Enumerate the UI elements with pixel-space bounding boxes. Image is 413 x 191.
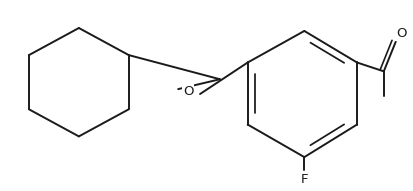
Text: O: O — [183, 85, 193, 98]
Text: O: O — [396, 28, 407, 40]
Text: F: F — [301, 173, 308, 186]
